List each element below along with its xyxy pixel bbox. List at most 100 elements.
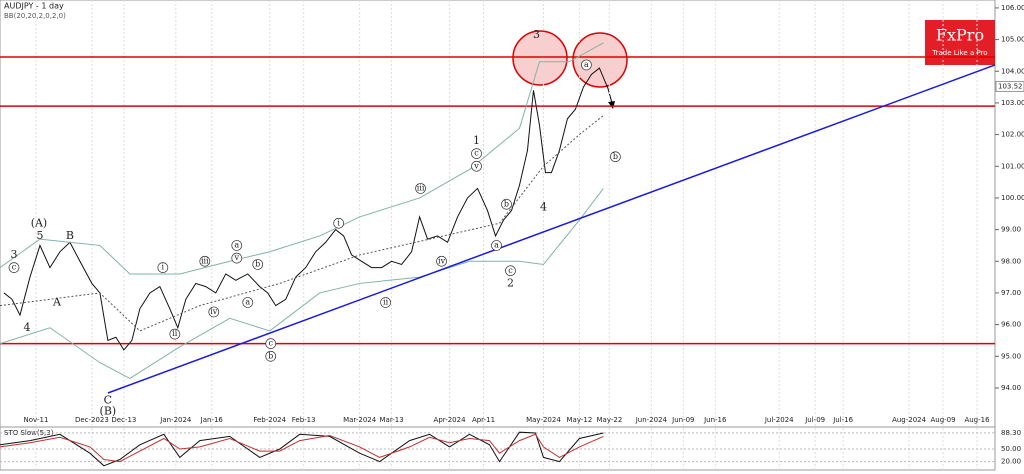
osc-tick-label: 50.00	[1001, 445, 1021, 453]
y-tick-label: 98.00	[1001, 257, 1021, 265]
wave-circle	[501, 198, 512, 210]
x-tick-label: Aug-16	[964, 416, 990, 424]
y-tick-label: 105.00	[1001, 36, 1024, 44]
x-tick-label: Mar-13	[380, 416, 404, 424]
y-tick-label: 95.00	[1001, 352, 1021, 360]
band-line	[0, 115, 604, 332]
wave-label: 3	[533, 28, 540, 41]
wave-label: c	[268, 339, 273, 348]
x-tick-label: Feb-2024	[253, 416, 286, 424]
price-line	[3, 67, 608, 351]
wave-circle	[436, 255, 447, 267]
subtitle: BB(20,20,2,0,2,0)	[4, 12, 66, 20]
x-tick-label: Aug-09	[930, 416, 955, 424]
x-tick-label: Nov-11	[24, 416, 49, 424]
wave-label: i	[337, 218, 340, 227]
x-tick-label: Jul-2024	[764, 416, 794, 424]
y-tick-label: 106.00	[1001, 4, 1024, 12]
arrow-head	[608, 101, 615, 109]
wave-label: a	[234, 240, 239, 249]
wave-circle	[199, 255, 211, 267]
y-tick-label: 96.00	[1001, 321, 1021, 329]
wave-label: iv	[438, 256, 446, 265]
wave-label: 4	[23, 321, 30, 334]
wave-label: b	[504, 199, 509, 208]
band-line	[0, 188, 604, 380]
logo-tagline: Trade Like a Pro	[931, 49, 987, 57]
y-tick-label: 102.00	[1001, 131, 1024, 139]
wave-label: 5	[36, 229, 43, 242]
wave-circle	[252, 259, 264, 270]
wave-label: i	[162, 263, 165, 272]
x-tick-label: May-22	[596, 416, 622, 424]
wave-label: 4	[540, 200, 547, 213]
highlight-circle	[512, 30, 568, 86]
x-tick-label: Jun-09	[671, 416, 694, 424]
wave-circle	[157, 262, 169, 273]
y-tick-label: 99.00	[1001, 226, 1021, 234]
x-tick-label: Jun-16	[703, 416, 727, 424]
wave-circle	[471, 160, 482, 172]
wave-label: a	[494, 240, 499, 249]
chart-title: AUDJPY - 1 day	[4, 2, 64, 11]
wave-label: a	[245, 297, 250, 306]
highlight-circle	[572, 32, 628, 88]
x-tick-label: Jul-09	[804, 416, 825, 424]
wave-circle	[265, 350, 277, 362]
wave-label: b	[613, 152, 618, 161]
wave-label: ii	[172, 329, 178, 338]
wave-label: 3	[10, 248, 17, 261]
y-tick-label: 104.00	[1001, 67, 1024, 75]
wave-label: v	[233, 253, 239, 262]
x-tick-label: Jul-16	[832, 416, 853, 424]
wave-label: ii	[383, 297, 389, 306]
wave-circle	[471, 148, 482, 159]
wave-label: v	[473, 161, 479, 170]
osc-tick-label: 88.30	[1001, 429, 1021, 437]
osc-line	[0, 431, 604, 467]
wave-label: a	[584, 60, 589, 69]
logo: FxPro	[936, 26, 984, 45]
price-tag-label: 103.52	[998, 82, 1023, 90]
wave-circle	[242, 297, 254, 308]
wave-label: c	[12, 263, 17, 272]
wave-label: A	[52, 295, 62, 308]
x-tick-label: Dec-2023	[75, 416, 109, 424]
wave-circle	[380, 297, 391, 308]
wave-circle	[415, 183, 426, 194]
wave-label: 2	[507, 276, 514, 289]
x-tick-label: Apr-2024	[434, 416, 467, 424]
arrow	[606, 84, 613, 104]
wave-label: (B)	[100, 405, 117, 418]
wave-circle	[8, 262, 20, 273]
x-tick-label: Jan-16	[200, 416, 224, 424]
osc-tick-label: 20.00	[1001, 458, 1021, 466]
wave-circle	[581, 59, 592, 71]
wave-circle	[169, 328, 181, 340]
x-tick-label: Jan-2024	[159, 416, 192, 424]
wave-label: iii	[201, 256, 209, 265]
trendline	[107, 64, 996, 394]
y-tick-label: 94.00	[1001, 384, 1021, 392]
y-tick-label: 103.00	[1001, 99, 1024, 107]
y-tick-label: 100.00	[1001, 194, 1024, 202]
wave-label: c	[474, 149, 479, 158]
wave-circle	[491, 240, 502, 251]
osc-line	[0, 433, 604, 463]
wave-circle	[610, 151, 621, 163]
wave-label: (A)	[31, 216, 48, 229]
wave-label: b	[255, 259, 260, 268]
wave-label: B	[66, 229, 74, 242]
wave-label: iv	[210, 307, 218, 316]
x-tick-label: Jun-2024	[635, 416, 668, 424]
wave-circle	[505, 265, 516, 277]
x-tick-label: Feb-13	[292, 416, 316, 424]
wave-circle	[231, 240, 243, 251]
x-tick-label: May-2024	[526, 416, 561, 424]
y-tick-label: 97.00	[1001, 289, 1021, 297]
band-line	[0, 42, 604, 275]
wave-circle	[265, 338, 277, 349]
wave-label: C	[104, 394, 112, 407]
x-tick-label: Aug-2024	[892, 416, 927, 424]
